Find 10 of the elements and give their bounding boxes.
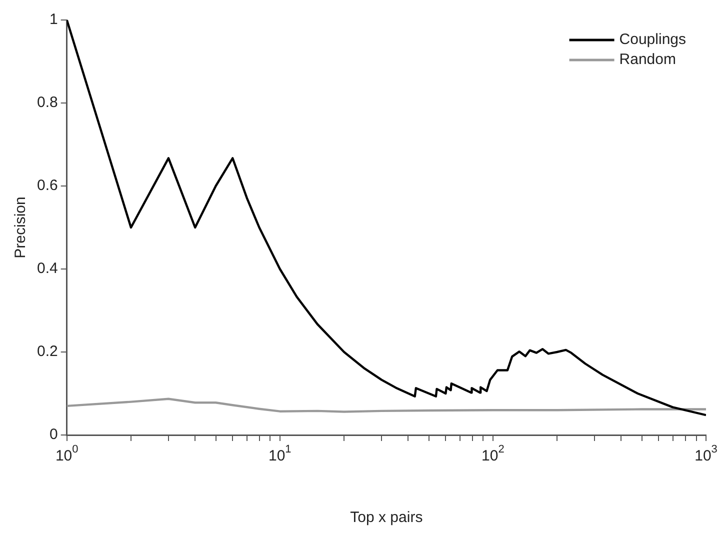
y-tick-label: 0.2 bbox=[36, 343, 58, 360]
legend-label: Couplings bbox=[619, 31, 686, 48]
y-axis-title: Precision bbox=[12, 196, 30, 258]
y-tick-label: 0.4 bbox=[36, 260, 58, 278]
y-tick-label: 0.6 bbox=[36, 177, 58, 194]
y-tick-label: 0 bbox=[50, 426, 58, 444]
y-tick-label: 0.8 bbox=[36, 94, 58, 112]
x-axis-title: Top x pairs bbox=[350, 509, 423, 526]
legend-label: Random bbox=[619, 51, 676, 68]
y-tick-label: 1 bbox=[50, 11, 58, 28]
